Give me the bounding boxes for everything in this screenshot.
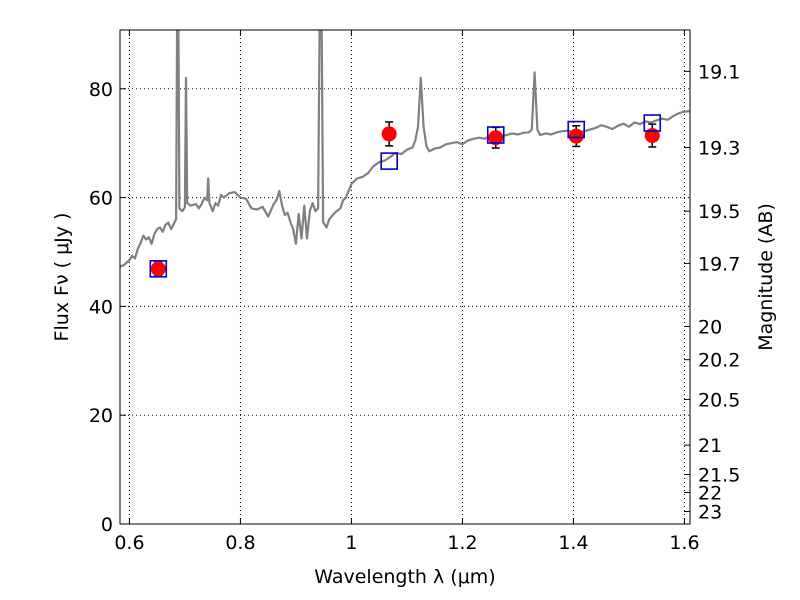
y-axis-label: Flux Fν ( μJy )	[51, 213, 73, 342]
y2-axis-label: Magnitude (AB)	[755, 203, 777, 351]
plot-frame	[119, 29, 691, 525]
observed-point	[568, 128, 584, 144]
x-tick-label: 0.8	[225, 532, 255, 554]
y-tick-label: 0	[101, 514, 113, 536]
model-point	[380, 152, 398, 170]
y-tick-label: 60	[89, 188, 113, 210]
series-layer	[120, 30, 690, 268]
grid-layer	[120, 30, 690, 524]
model-point	[149, 260, 168, 278]
y-tick-label: 80	[89, 79, 113, 101]
observed-point	[488, 130, 504, 146]
plot-layer	[120, 30, 690, 278]
y2-tick-label: 19.3	[698, 138, 740, 160]
x-tick-label: 1.4	[558, 532, 588, 554]
y2-tick-label: 23	[698, 501, 722, 523]
x-axis-label: Wavelength λ (μm)	[314, 566, 495, 588]
y2-tick-label: 21.5	[698, 464, 740, 486]
x-tick-label: 1.6	[669, 532, 699, 554]
model-point	[486, 126, 505, 144]
model-point	[567, 120, 586, 139]
marker-layer	[149, 114, 662, 278]
y2-tick-label: 20.5	[698, 389, 740, 411]
x-tick-label: 1.2	[447, 532, 477, 554]
y2-tick-label: 22	[698, 482, 722, 504]
y2-tick-label: 19.5	[698, 201, 740, 223]
model-point	[643, 114, 662, 132]
y-tick-label: 20	[89, 405, 113, 427]
y2-tick-label: 19.7	[698, 253, 740, 275]
y2-tick-label: 19.1	[698, 61, 740, 83]
tick-layer: 0.6 0.8 1 1.2 1.4 1.6 0 20 40 60 80 19.1 19.3 19.5 19.…	[89, 30, 740, 554]
spectrum-line	[120, 30, 690, 268]
x-tick-label: 1	[345, 532, 357, 554]
y2-tick-label: 20	[698, 317, 722, 339]
y2-tick-label: 20.2	[698, 350, 740, 372]
y-tick-label: 40	[89, 296, 113, 318]
observed-point	[381, 126, 397, 142]
x-tick-label: 0.6	[114, 532, 144, 554]
y2-tick-label: 21	[698, 435, 722, 457]
observed-point	[150, 261, 166, 277]
